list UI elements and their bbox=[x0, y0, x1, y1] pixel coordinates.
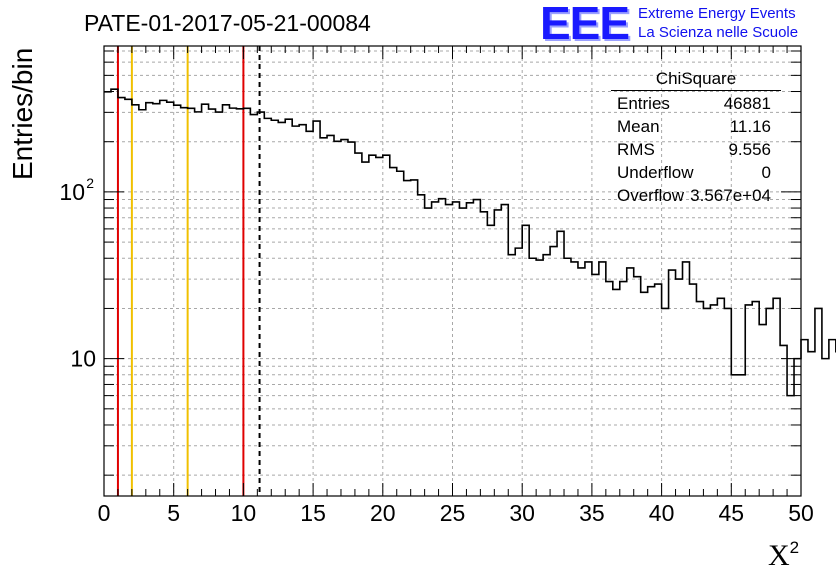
stats-value: 0 bbox=[761, 163, 771, 182]
stats-box: ChiSquare Entries 46881 Mean 11.16 RMS 9.55… bbox=[611, 68, 781, 206]
x-axis-label-superscript: 2 bbox=[789, 538, 800, 557]
x-tick-label: 45 bbox=[719, 500, 745, 526]
x-tick-label: 40 bbox=[649, 500, 675, 526]
stats-key: Mean bbox=[617, 117, 660, 136]
stats-row: RMS 9.556 bbox=[611, 138, 781, 161]
x-tick-label: 25 bbox=[440, 500, 466, 526]
x-tick-label: 5 bbox=[167, 500, 180, 526]
y-tick-label: 10 bbox=[70, 346, 96, 372]
y-tick-label-exponent: 2 bbox=[86, 175, 94, 191]
x-axis-label: X2 bbox=[768, 538, 800, 572]
stats-value: 9.556 bbox=[728, 140, 771, 159]
x-tick-label: 20 bbox=[370, 500, 396, 526]
stats-row: Mean 11.16 bbox=[611, 115, 781, 138]
logo-line-1: Extreme Energy Events bbox=[638, 5, 796, 22]
stats-key: RMS bbox=[617, 140, 655, 159]
x-tick-label: 15 bbox=[300, 500, 326, 526]
stats-value: 46881 bbox=[723, 94, 771, 113]
stats-key: Underflow bbox=[617, 163, 694, 182]
stats-value: 3.567e+04 bbox=[690, 186, 771, 205]
y-tick-label: 10 bbox=[59, 179, 85, 205]
stats-divider bbox=[611, 90, 781, 91]
histogram-series bbox=[104, 88, 836, 397]
y-axis-label: Entries/bin bbox=[7, 47, 38, 180]
stats-title: ChiSquare bbox=[655, 69, 737, 88]
stats-key: Overflow bbox=[617, 186, 685, 205]
stats-row: Overflow 3.567e+04 bbox=[611, 184, 781, 207]
logo-line-2: La Scienza nelle Scuole bbox=[638, 24, 799, 41]
stats-key: Entries bbox=[617, 94, 670, 113]
chart-title: PATE-01-2017-05-21-00084 bbox=[84, 10, 371, 36]
x-tick-label: 30 bbox=[509, 500, 535, 526]
stats-row: Entries 46881 bbox=[611, 92, 781, 115]
stats-value: 11.16 bbox=[729, 117, 771, 136]
eee-logo: EEE Extreme Energy Events La Scienza nel… bbox=[540, 0, 836, 49]
eee-logo-letters: EEE bbox=[540, 0, 630, 49]
x-tick-label: 10 bbox=[231, 500, 257, 526]
stats-row: Underflow 0 bbox=[611, 161, 781, 184]
x-tick-label: 35 bbox=[579, 500, 605, 526]
x-tick-label: 50 bbox=[788, 500, 814, 526]
x-tick-label: 0 bbox=[98, 500, 111, 526]
